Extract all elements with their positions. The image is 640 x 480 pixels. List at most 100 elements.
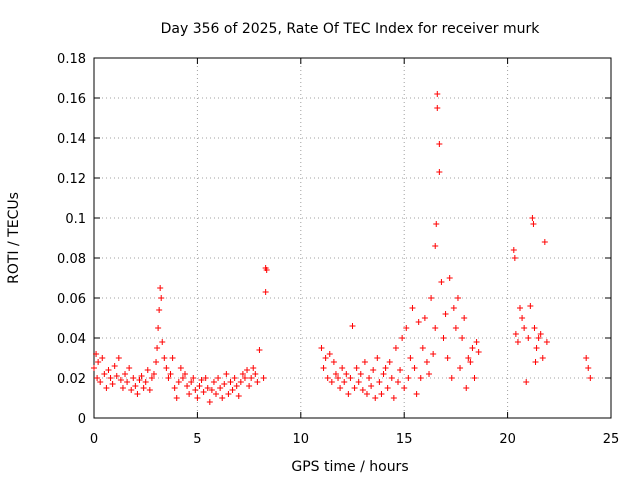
data-point [531, 325, 538, 331]
data-point [215, 375, 222, 381]
data-point [399, 335, 406, 341]
data-point [527, 303, 534, 309]
data-point [463, 385, 470, 391]
data-point [119, 385, 126, 391]
data-point [173, 395, 180, 401]
data-point [99, 355, 106, 361]
data-point [194, 395, 201, 401]
x-tick-label: 20 [499, 432, 516, 447]
data-point [250, 365, 257, 371]
data-point [235, 393, 242, 399]
data-point [541, 239, 548, 245]
data-point [409, 305, 416, 311]
data-point [103, 385, 110, 391]
data-point [444, 355, 451, 361]
data-point [239, 371, 246, 377]
data-point [436, 141, 443, 147]
data-point [213, 391, 220, 397]
data-point [349, 323, 356, 329]
data-point [434, 105, 441, 111]
data-point [585, 365, 592, 371]
data-point [320, 365, 327, 371]
data-point [386, 359, 393, 365]
data-point [150, 371, 157, 377]
data-point [384, 385, 391, 391]
data-point [403, 325, 410, 331]
data-point [192, 387, 199, 393]
data-point [126, 365, 133, 371]
data-point [244, 367, 251, 373]
data-point [169, 355, 176, 361]
data-point [91, 365, 97, 371]
data-point [530, 221, 537, 227]
data-point [219, 395, 226, 401]
x-tick-label: 0 [90, 432, 98, 447]
data-point [452, 325, 459, 331]
data-point [517, 305, 524, 311]
data-point [154, 345, 161, 351]
data-point [117, 377, 124, 383]
data-point [407, 355, 414, 361]
data-point [107, 375, 114, 381]
data-point [465, 355, 472, 361]
y-tick-label: 0.06 [57, 292, 86, 307]
data-point [156, 307, 163, 313]
y-tick-label: 0.14 [57, 132, 86, 147]
data-point [210, 379, 217, 385]
data-point [537, 331, 544, 337]
data-point [128, 387, 135, 393]
data-point [322, 355, 329, 361]
data-point [339, 365, 346, 371]
data-point [423, 359, 430, 365]
data-point [363, 391, 370, 397]
data-point [190, 375, 197, 381]
data-point [372, 395, 379, 401]
data-point [95, 359, 102, 365]
data-point [392, 345, 399, 351]
data-point [448, 375, 455, 381]
data-point [237, 379, 244, 385]
data-point [204, 385, 211, 391]
data-point [374, 355, 381, 361]
data-point [136, 377, 143, 383]
data-point [332, 371, 339, 377]
data-point [405, 375, 412, 381]
data-point [543, 339, 550, 345]
data-point [411, 365, 418, 371]
data-point [115, 355, 122, 361]
data-point [421, 315, 428, 321]
data-point [432, 243, 439, 249]
data-point [357, 371, 364, 377]
data-point [167, 371, 174, 377]
data-point [366, 375, 373, 381]
data-point [433, 221, 440, 227]
x-tick-label: 10 [293, 432, 310, 447]
data-point [525, 335, 532, 341]
data-point [171, 385, 178, 391]
data-point [142, 379, 149, 385]
data-point [318, 345, 325, 351]
data-point [394, 379, 401, 385]
data-point [260, 375, 267, 381]
data-point [229, 387, 236, 393]
data-point [347, 375, 354, 381]
data-point [511, 255, 518, 261]
data-point [101, 371, 108, 377]
data-point [263, 267, 270, 273]
data-point [353, 365, 360, 371]
data-point [533, 345, 540, 351]
data-point [413, 391, 420, 397]
y-tick-label: 0.18 [57, 52, 86, 67]
data-point [109, 381, 116, 387]
data-points [91, 91, 594, 405]
data-point [130, 375, 137, 381]
data-point [93, 351, 100, 357]
data-point [440, 335, 447, 341]
data-point [432, 325, 439, 331]
data-point [105, 367, 112, 373]
data-point [202, 375, 209, 381]
data-point [419, 345, 426, 351]
data-point [177, 365, 184, 371]
data-point [434, 91, 441, 97]
